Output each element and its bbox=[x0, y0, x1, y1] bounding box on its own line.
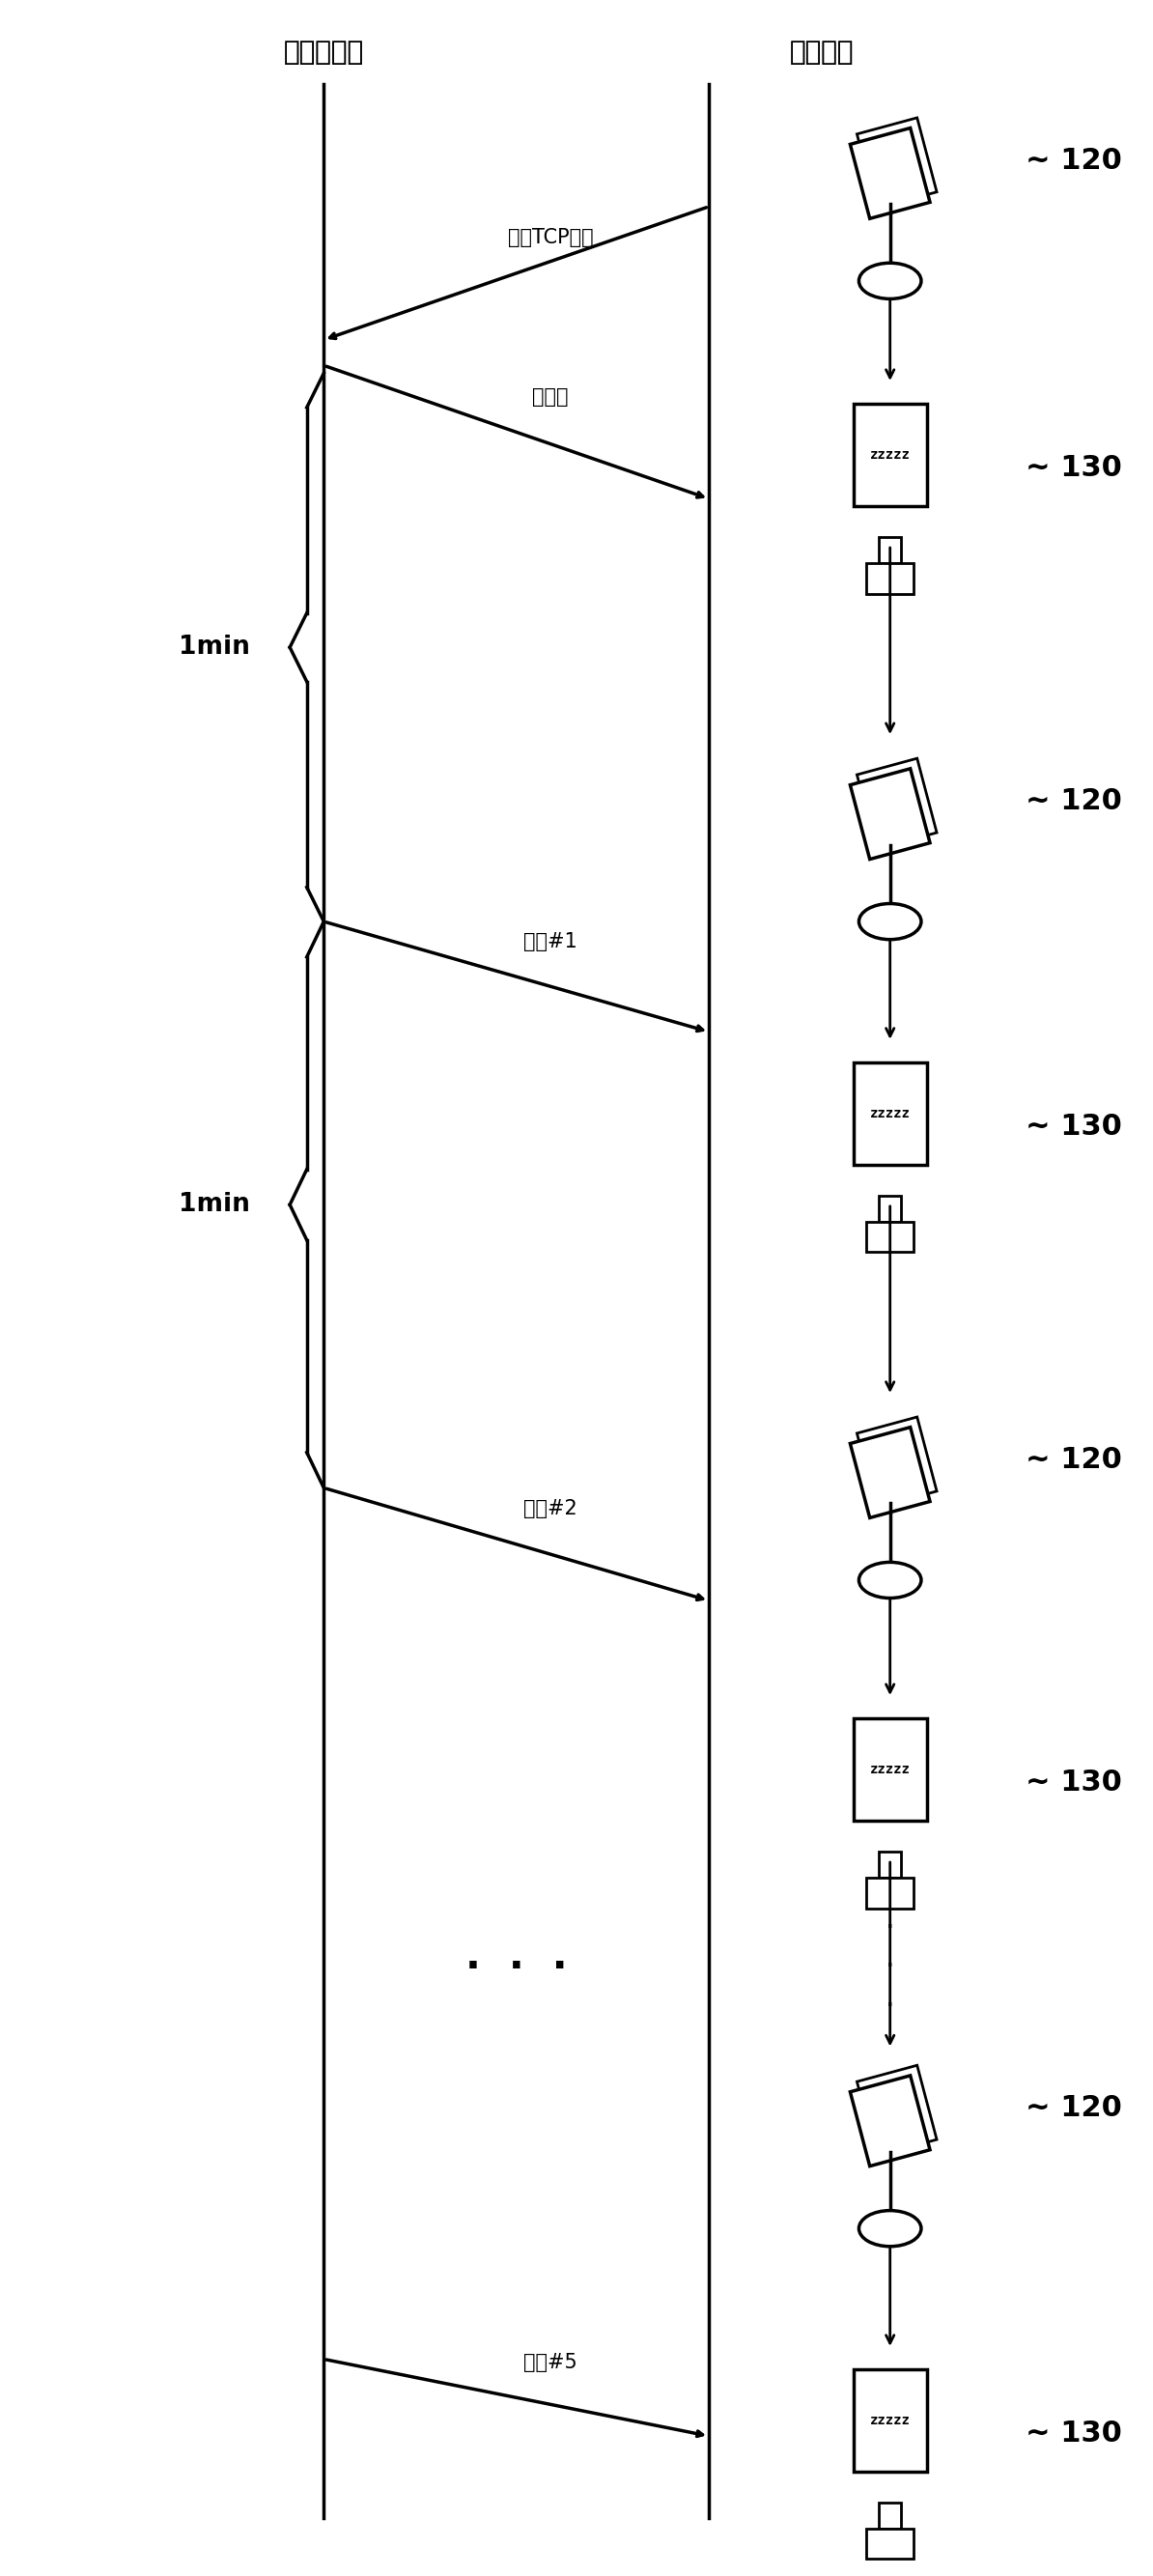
Ellipse shape bbox=[859, 904, 921, 940]
Text: 重传#2: 重传#2 bbox=[523, 1499, 578, 1520]
FancyBboxPatch shape bbox=[879, 1195, 902, 1221]
FancyBboxPatch shape bbox=[879, 1852, 902, 1878]
FancyBboxPatch shape bbox=[853, 1718, 927, 1821]
Text: 重传#1: 重传#1 bbox=[523, 933, 578, 951]
FancyBboxPatch shape bbox=[853, 2370, 927, 2473]
FancyBboxPatch shape bbox=[866, 2527, 914, 2558]
FancyBboxPatch shape bbox=[853, 1061, 927, 1164]
Polygon shape bbox=[850, 1427, 930, 1517]
Text: zzzzz: zzzzz bbox=[869, 2414, 910, 2427]
Text: ~ 130: ~ 130 bbox=[1026, 2419, 1122, 2447]
Text: zzzzz: zzzzz bbox=[869, 1108, 910, 1121]
Text: 1min: 1min bbox=[179, 1193, 250, 1218]
Text: 远端伺服器: 远端伺服器 bbox=[284, 39, 364, 64]
Text: ~ 120: ~ 120 bbox=[1026, 2094, 1122, 2123]
Polygon shape bbox=[857, 1417, 936, 1507]
FancyBboxPatch shape bbox=[879, 538, 902, 562]
FancyBboxPatch shape bbox=[853, 404, 927, 507]
Text: ~ 120: ~ 120 bbox=[1026, 788, 1122, 814]
Ellipse shape bbox=[859, 1561, 921, 1597]
FancyBboxPatch shape bbox=[866, 562, 914, 592]
Ellipse shape bbox=[859, 2210, 921, 2246]
Text: 远端伺服器: 远端伺服器 bbox=[284, 39, 364, 64]
Text: 1min: 1min bbox=[179, 634, 250, 659]
Text: ~ 130: ~ 130 bbox=[1026, 1770, 1122, 1795]
Ellipse shape bbox=[859, 263, 921, 299]
Text: 唤醒包: 唤醒包 bbox=[533, 386, 568, 407]
FancyBboxPatch shape bbox=[866, 1221, 914, 1252]
Text: ~ 120: ~ 120 bbox=[1026, 147, 1122, 175]
FancyBboxPatch shape bbox=[866, 1878, 914, 1909]
Text: zzzzz: zzzzz bbox=[869, 1762, 910, 1777]
Text: ~ 120: ~ 120 bbox=[1026, 1445, 1122, 1473]
Polygon shape bbox=[850, 129, 930, 219]
Text: 电脑系统: 电脑系统 bbox=[790, 39, 854, 64]
Text: ·  ·  ·: · · · bbox=[466, 1947, 567, 1986]
Polygon shape bbox=[857, 757, 936, 850]
Polygon shape bbox=[850, 768, 930, 860]
Text: 电脑系统: 电脑系统 bbox=[790, 39, 854, 64]
Text: zzzzz: zzzzz bbox=[869, 448, 910, 461]
Polygon shape bbox=[857, 118, 936, 209]
Polygon shape bbox=[850, 2076, 930, 2166]
Text: ~ 130: ~ 130 bbox=[1026, 1113, 1122, 1141]
Text: ~ 130: ~ 130 bbox=[1026, 453, 1122, 482]
Text: ·
·
·: · · · bbox=[886, 1914, 895, 2020]
Polygon shape bbox=[857, 2066, 936, 2156]
FancyBboxPatch shape bbox=[879, 2504, 902, 2527]
Text: 建立TCP连线: 建立TCP连线 bbox=[507, 229, 593, 247]
Text: 重传#5: 重传#5 bbox=[523, 2352, 578, 2372]
